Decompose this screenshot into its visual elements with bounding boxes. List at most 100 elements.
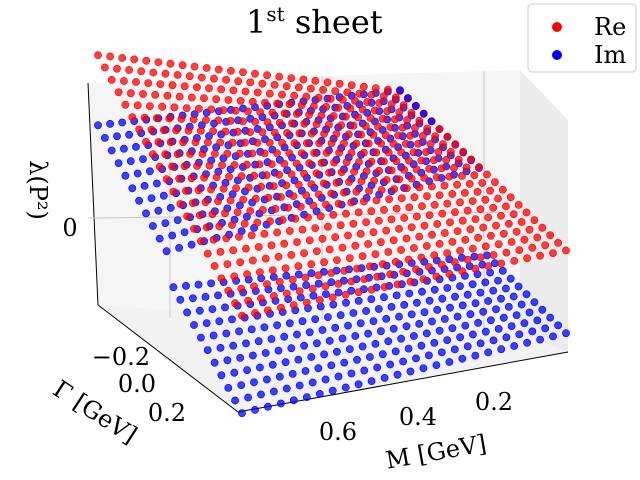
point-re [298, 225, 307, 234]
point-re [471, 264, 480, 273]
point-im [515, 330, 524, 339]
point-re [404, 255, 413, 264]
point-re [291, 214, 300, 223]
point-im [118, 118, 127, 127]
point-re [145, 102, 154, 110]
point-re [307, 129, 316, 138]
point-im [328, 386, 337, 395]
point-im [188, 294, 197, 303]
point-im [224, 383, 233, 392]
point-re [173, 71, 182, 79]
point-re [229, 86, 238, 95]
point-im [538, 305, 547, 314]
point-re [229, 246, 238, 255]
point-re [246, 128, 254, 136]
point-re [237, 172, 246, 181]
point-re [386, 123, 395, 131]
point-im [223, 356, 232, 365]
point-re [445, 269, 454, 278]
point-re [210, 74, 218, 83]
point-re [300, 169, 308, 178]
point-re [450, 258, 459, 267]
point-im [403, 94, 412, 102]
point-re [355, 89, 364, 98]
point-re [438, 209, 447, 218]
point-re [385, 195, 393, 204]
point-re [300, 249, 308, 257]
point-re [549, 249, 557, 257]
point-re [332, 130, 341, 138]
point-re [188, 199, 197, 207]
point-re [378, 114, 387, 123]
point-re [273, 149, 281, 158]
point-re [483, 170, 491, 179]
point-im [380, 293, 388, 302]
point-re [384, 148, 393, 157]
point-re [282, 181, 291, 190]
point-re [428, 230, 436, 239]
point-re [442, 155, 451, 164]
point-re [393, 280, 402, 289]
point-re [339, 188, 348, 197]
point-re [554, 238, 562, 247]
point-re [456, 198, 464, 207]
point-re [389, 139, 398, 148]
x-tick-label: 0.2 [475, 388, 513, 416]
point-re [238, 117, 247, 126]
point-re [289, 301, 298, 310]
point-re [327, 139, 336, 148]
point-re [225, 172, 233, 181]
point-re [155, 162, 164, 171]
point-re [349, 219, 358, 228]
point-re [126, 89, 135, 98]
point-im [536, 335, 544, 344]
point-re [263, 118, 272, 127]
point-re [382, 176, 391, 184]
point-re [425, 211, 434, 219]
point-re [267, 241, 276, 250]
point-im [362, 307, 370, 315]
point-im [481, 327, 490, 336]
point-re [369, 130, 378, 139]
point-re [347, 81, 356, 90]
point-re [170, 103, 179, 112]
point-im [399, 357, 407, 366]
point-im [412, 354, 420, 363]
y-tick-label: −0.2 [92, 343, 150, 371]
point-re [347, 277, 356, 286]
point-re [302, 191, 310, 200]
point-re [200, 173, 208, 182]
point-im [190, 321, 198, 329]
point-re [231, 106, 240, 115]
point-im [261, 349, 270, 357]
point-re [118, 54, 127, 62]
point-im [506, 274, 515, 283]
point-re [195, 211, 204, 220]
point-im [353, 355, 361, 364]
point-re [287, 251, 296, 259]
point-im [214, 291, 222, 300]
point-re [463, 206, 472, 215]
point-re [330, 158, 338, 167]
point-re [406, 131, 415, 140]
point-im [281, 358, 290, 367]
point-re [367, 207, 376, 216]
point-re [304, 213, 312, 222]
point-im [302, 393, 311, 401]
point-im [466, 310, 475, 319]
point-re [169, 187, 178, 196]
point-re [415, 232, 424, 241]
point-re [215, 222, 224, 231]
point-im [289, 396, 298, 405]
point-re [320, 129, 328, 138]
point-re [125, 66, 134, 74]
point-re [223, 149, 232, 158]
point-re [481, 242, 490, 251]
point-im [354, 380, 363, 389]
point-re [260, 149, 269, 158]
point-im [437, 348, 446, 357]
point-im [300, 341, 308, 350]
point-im [369, 317, 378, 325]
point-re [502, 248, 511, 257]
point-im [510, 342, 519, 350]
